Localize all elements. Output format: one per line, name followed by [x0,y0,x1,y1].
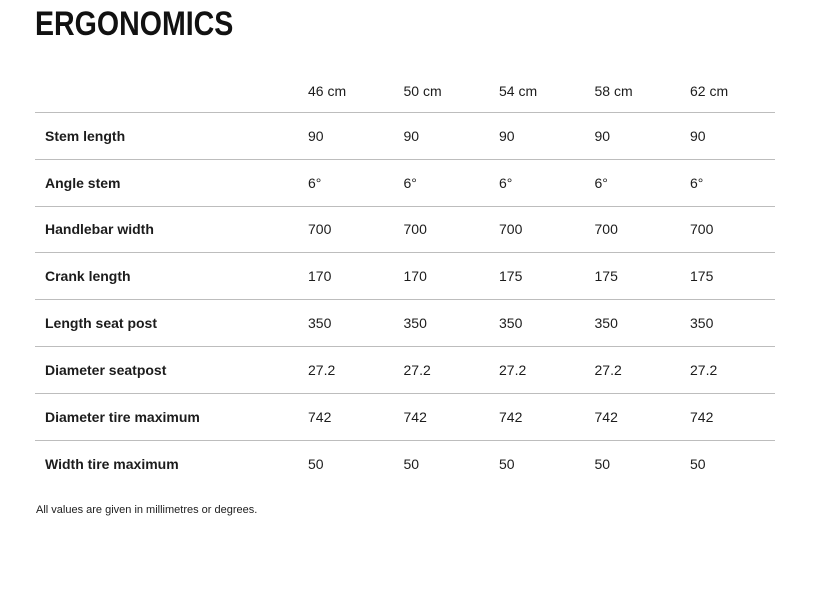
value-cell: 6° [499,174,513,191]
row-label: Diameter tire maximum [45,408,200,425]
value-cell: 6° [403,174,417,191]
value-cell: 742 [403,408,427,425]
value-cell: 27.2 [308,361,336,378]
value-cell: 90 [308,127,324,144]
value-cell: 6° [594,174,608,191]
row-label: Diameter seatpost [45,361,167,378]
value-cell: 350 [499,315,523,332]
value-cell: 50 [403,455,420,472]
value-cell: 27.2 [403,361,431,378]
value-cell: 50 [308,455,324,472]
section-title: ERGONOMICS [35,5,234,43]
value-cell: 90 [594,127,611,144]
table-row: Angle stem 6° 6° 6° 6° 6° [35,160,775,207]
table-row: Stem length 90 90 90 90 90 [35,113,775,160]
footnote: All values are given in millimetres or d… [36,504,258,516]
value-cell: 700 [690,221,714,238]
column-header: 46 cm [308,83,347,99]
value-cell: 6° [690,174,704,191]
value-cell: 700 [308,221,332,238]
value-cell: 175 [499,268,523,285]
value-cell: 27.2 [690,361,718,378]
value-cell: 90 [690,127,706,144]
row-label: Stem length [45,127,126,144]
column-header: 62 cm [690,83,729,99]
value-cell: 175 [594,268,618,285]
table-row: Width tire maximum 50 50 50 50 50 [35,441,775,488]
row-label: Angle stem [45,174,121,191]
table-row: Handlebar width 700 700 700 700 700 [35,207,775,254]
table-row: Diameter tire maximum 742 742 742 742 742 [35,394,775,441]
spec-table: 46 cm 50 cm 54 cm 58 cm 62 cm Stem length 90 9… [35,70,775,487]
value-cell: 742 [308,408,332,425]
table-row: Diameter seatpost 27.2 27.2 27.2 27.2 27.2 [35,347,775,394]
table-row: Length seat post 350 350 350 350 350 [35,300,775,347]
value-cell: 27.2 [499,361,527,378]
value-cell: 742 [499,408,523,425]
value-cell: 170 [403,268,427,285]
table-row: Crank length 170 170 175 175 175 [35,253,775,301]
column-header: 50 cm [403,83,442,99]
value-cell: 700 [594,221,618,238]
value-cell: 50 [594,455,611,472]
value-cell: 350 [594,315,618,332]
value-cell: 175 [690,268,714,285]
row-label: Crank length [45,268,131,285]
column-header: 54 cm [499,83,538,99]
column-header: 58 cm [594,83,633,99]
value-cell: 350 [308,315,332,332]
value-cell: 700 [499,221,523,238]
table-body: Stem length 90 90 90 90 90 Angle stem 6° 6° 6° 6° 6… [35,113,775,487]
value-cell: 742 [594,408,618,425]
value-cell: 90 [403,127,420,144]
value-cell: 27.2 [594,361,622,378]
value-cell: 50 [499,455,515,472]
row-label: Length seat post [45,315,158,332]
value-cell: 742 [690,408,714,425]
value-cell: 90 [499,127,515,144]
value-cell: 50 [690,455,706,472]
value-cell: 350 [690,315,714,332]
row-label: Handlebar width [45,221,154,238]
value-cell: 6° [308,174,322,191]
row-label: Width tire maximum [45,455,179,472]
table-header-row: 46 cm 50 cm 54 cm 58 cm 62 cm [35,70,775,113]
value-cell: 700 [403,221,427,238]
value-cell: 170 [308,268,332,285]
value-cell: 350 [403,315,427,332]
